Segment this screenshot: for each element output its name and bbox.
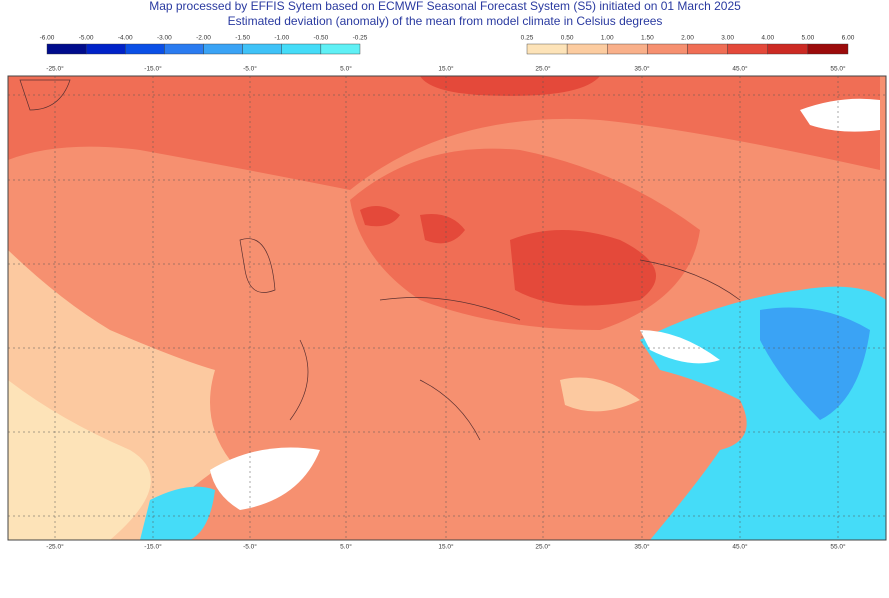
longitude-label: 15.0° xyxy=(438,65,454,73)
longitude-label: 15.0° xyxy=(438,543,454,551)
colorbar-swatch xyxy=(164,43,204,55)
title: Map processed by EFFIS Sytem based on EC… xyxy=(149,0,741,13)
colorbar-label: -3.00 xyxy=(157,35,172,42)
colorbar-swatch xyxy=(46,43,87,55)
longitude-label: 45.0° xyxy=(732,65,748,73)
colorbar-label: -0.25 xyxy=(353,35,368,42)
longitude-label: 35.0° xyxy=(634,543,650,551)
colorbar-label: -5.00 xyxy=(79,35,94,42)
colorbar-label: -2.00 xyxy=(196,35,211,42)
colorbar-swatch xyxy=(687,43,728,55)
map xyxy=(7,75,887,541)
colorbar-swatch xyxy=(85,43,126,55)
colorbar-label: 1.00 xyxy=(601,35,614,42)
longitude-label: 55.0° xyxy=(830,65,846,73)
longitude-label: 5.0° xyxy=(340,65,352,73)
colorbar-swatch xyxy=(566,43,608,55)
longitude-label: -5.0° xyxy=(243,65,257,73)
colorbar-label: -0.50 xyxy=(313,35,328,42)
colorbar: -6.00 -5.00 -4.00 -3.00 -2.00 -1.50 -1.00 -0.50… xyxy=(40,35,855,55)
colorbar-label: -6.00 xyxy=(40,35,55,42)
longitude-labels: -25.0° -25.0° -15.0° -15.0° -5.0° -5.0° 5.0° 5.… xyxy=(46,65,846,551)
colorbar-swatch xyxy=(281,43,322,55)
colorbar-label: 2.00 xyxy=(681,35,694,42)
longitude-label: -25.0° xyxy=(46,543,64,551)
colorbar-swatch xyxy=(647,43,688,55)
colorbar-label: -4.00 xyxy=(118,35,133,42)
colorbar-swatch xyxy=(242,43,282,55)
colorbar-swatch xyxy=(767,43,809,55)
colorbar-swatch xyxy=(727,43,768,55)
longitude-label: -25.0° xyxy=(46,65,64,73)
colorbar-swatch xyxy=(607,43,648,55)
colorbar-label: 3.00 xyxy=(721,35,734,42)
longitude-label: -5.0° xyxy=(243,543,257,551)
colorbar-swatch xyxy=(526,43,568,55)
colorbar-swatch xyxy=(203,43,243,55)
longitude-label: 25.0° xyxy=(535,65,551,73)
colorbar-label: 0.25 xyxy=(521,35,534,42)
colorbar-label: 4.00 xyxy=(761,35,774,42)
colorbar-label: 0.50 xyxy=(561,35,574,42)
colorbar-swatch xyxy=(807,43,849,55)
longitude-label: 45.0° xyxy=(732,543,748,551)
colorbar-label: -1.00 xyxy=(274,35,289,42)
colorbar-label: -1.50 xyxy=(235,35,250,42)
longitude-label: -15.0° xyxy=(144,65,162,73)
colorbar-label: 6.00 xyxy=(842,35,855,42)
longitude-label: 5.0° xyxy=(340,543,352,551)
longitude-label: 55.0° xyxy=(830,543,846,551)
colorbar-label: 5.00 xyxy=(802,35,815,42)
colorbar-swatch xyxy=(125,43,165,55)
colorbar-swatch xyxy=(320,43,361,55)
longitude-label: -15.0° xyxy=(144,543,162,551)
longitude-label: 25.0° xyxy=(535,543,551,551)
colorbar-label: 1.50 xyxy=(641,35,654,42)
longitude-label: 35.0° xyxy=(634,65,650,73)
subtitle: Estimated deviation (anomaly) of the mea… xyxy=(228,14,663,28)
